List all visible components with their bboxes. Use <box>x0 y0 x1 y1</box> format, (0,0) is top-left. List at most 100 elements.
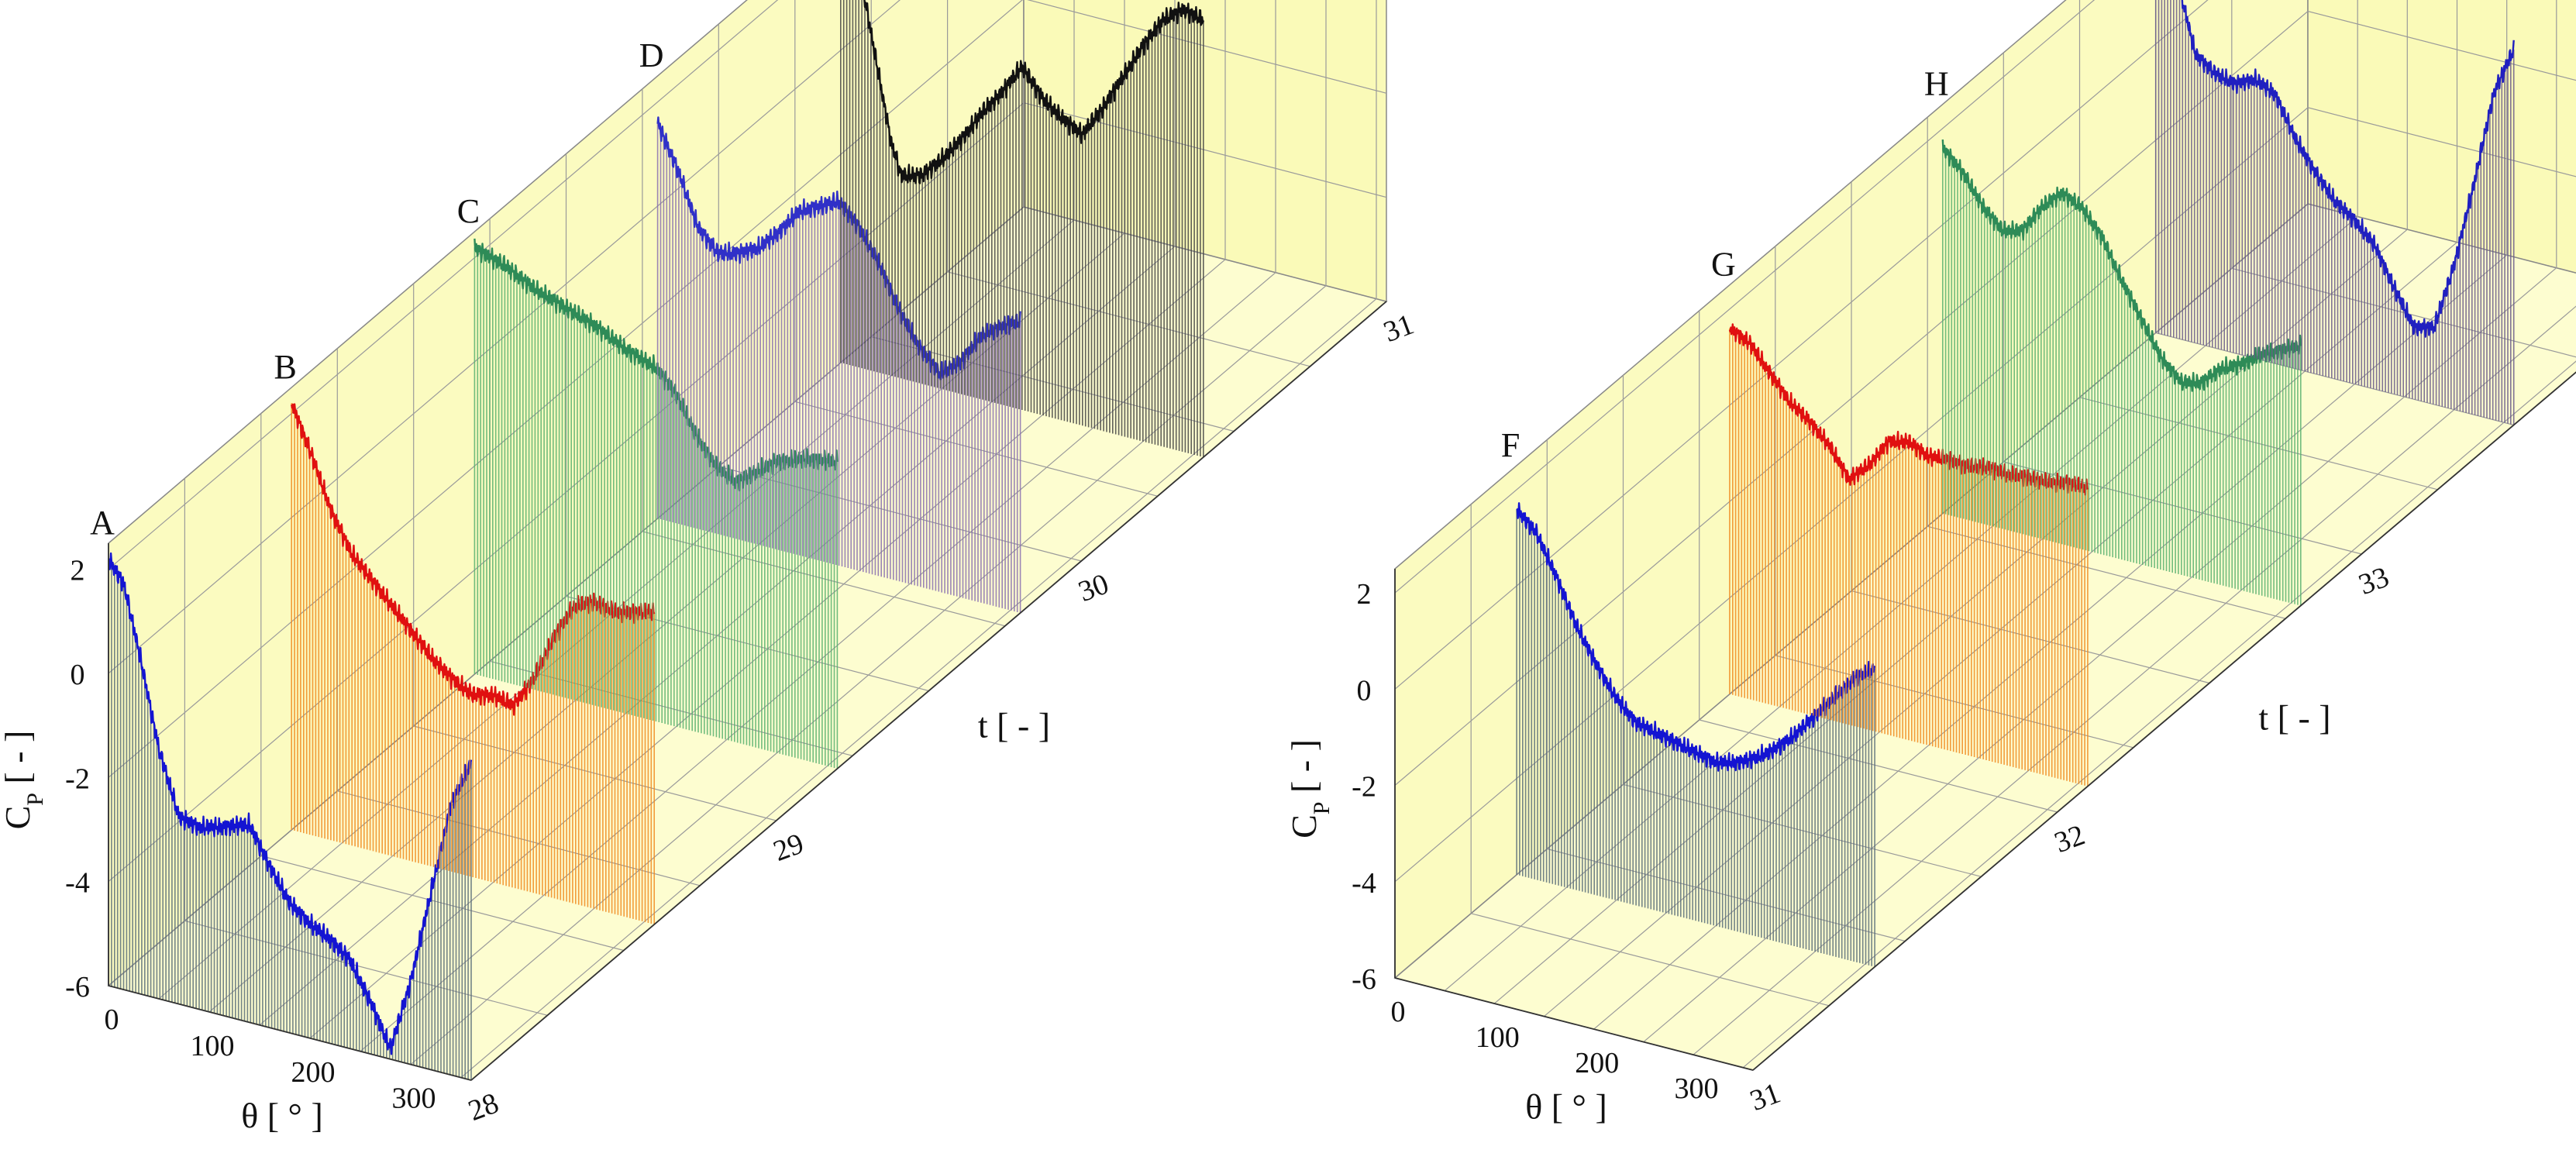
series-H-drops <box>1942 147 2302 606</box>
theta-tick-label: 300 <box>1675 1072 1719 1105</box>
series-B-label: B <box>274 348 297 386</box>
theta-axis-title: θ [ ° ] <box>1525 1087 1607 1127</box>
gridline-cp <box>108 0 1387 778</box>
series-F-curve <box>1516 502 1876 772</box>
end-wall <box>2307 0 2576 274</box>
series-G-drops <box>1729 328 2089 787</box>
theta-tick-label: 200 <box>1575 1047 1619 1079</box>
gridline-theta <box>460 0 1377 1079</box>
gridline-t <box>946 0 1310 367</box>
gridline-t <box>794 0 1158 497</box>
series-B: B <box>274 348 656 924</box>
gridline-t <box>2231 0 2576 358</box>
t-axis-title: t [ - ] <box>978 706 1050 745</box>
cp-tick-label: 2 <box>1357 578 1372 611</box>
gridline-t <box>184 478 548 1016</box>
cp-tick-label: 2 <box>71 555 85 587</box>
cp-axis-title: CP [ - ] <box>1284 739 1334 838</box>
series-G: G <box>1711 246 2089 787</box>
theta-axis-line <box>108 985 472 1081</box>
series-D-drops <box>656 122 1021 613</box>
theta-tick-label: 0 <box>1391 996 1406 1028</box>
series-D: D <box>639 36 1021 613</box>
t-tick-label: 31 <box>1379 308 1418 349</box>
series-H-label: H <box>1924 65 1949 103</box>
cp-tick-label: -4 <box>65 867 90 900</box>
series-A-label: A <box>90 504 115 542</box>
cp-tick-label: -4 <box>1352 867 1376 900</box>
cp-tick-label: 0 <box>71 659 85 691</box>
series-I-drops <box>2154 0 2515 425</box>
series-C-label: C <box>457 192 480 230</box>
t-tick-label: 29 <box>769 827 808 868</box>
gridline-theta <box>1593 0 2508 1030</box>
series-E-curve <box>863 0 1204 184</box>
series-E-drops <box>840 0 1204 457</box>
series-C-curve <box>474 238 839 492</box>
gridline-cp <box>108 0 901 674</box>
gridline-cp <box>108 0 779 570</box>
theta-axis-title: θ [ ° ] <box>241 1096 323 1135</box>
series-H-curve <box>1941 139 2302 392</box>
gridline-theta <box>1742 360 2576 1069</box>
gridline-t <box>642 88 1006 627</box>
theta-tick-label: 200 <box>291 1056 336 1089</box>
t-axis-line <box>1752 371 2576 1071</box>
series-E: E <box>840 0 1204 457</box>
gridline-t <box>413 284 777 821</box>
gridline-theta <box>259 0 1176 1026</box>
series-G-label: G <box>1711 246 1736 284</box>
gridline-theta <box>1493 0 2408 1004</box>
series-C: C <box>457 192 839 769</box>
gridline-cp <box>1394 107 2576 883</box>
gridline-theta <box>1444 0 2358 991</box>
gridline-t <box>1699 311 2058 813</box>
theta-axis-line <box>1394 977 1754 1071</box>
gridline-theta <box>1693 305 2576 1055</box>
end-wall <box>1023 0 1387 302</box>
gridline-t <box>2003 53 2362 555</box>
right-waterfall-panel: FGHI20-2-4-6010020030031323334θ [ ° ]t [… <box>1284 0 2576 1127</box>
t-tick-label: 28 <box>464 1086 503 1127</box>
series-F-drops <box>1516 508 1875 967</box>
gridline-cp <box>1394 0 2096 594</box>
theta-tick-label: 100 <box>1476 1021 1520 1054</box>
t-tick-label: 33 <box>2354 560 2393 601</box>
series-H: H <box>1924 65 2302 606</box>
gridline-theta <box>1643 0 2557 1043</box>
gridline-cp <box>108 102 1387 883</box>
t-tick-label: 32 <box>2050 818 2089 859</box>
gridline-t <box>1927 117 2286 619</box>
gridline-theta <box>360 0 1276 1052</box>
gridline-cp <box>1394 0 2209 690</box>
t-tick-label: 31 <box>1746 1076 1785 1117</box>
series-D-curve <box>656 116 1021 380</box>
gridline-t <box>1470 504 1830 1007</box>
series-I: I <box>2154 0 2515 425</box>
cp-axis-title: CP [ - ] <box>0 731 48 830</box>
series-F-label: F <box>1501 426 1520 464</box>
series-B-curve <box>291 403 656 716</box>
series-I-curve <box>2181 0 2515 338</box>
t-axis-title: t [ - ] <box>2258 698 2330 738</box>
cp-tick-label: -6 <box>65 971 90 1003</box>
gridline-cp <box>1394 10 2576 786</box>
series-B-drops <box>291 403 655 924</box>
theta-tick-label: 300 <box>392 1083 436 1115</box>
series-A-curve <box>108 552 473 1055</box>
series-G-curve <box>1728 323 2089 496</box>
cp-tick-label: -6 <box>1352 963 1376 996</box>
gridline-t <box>260 413 624 952</box>
theta-tick-label: 100 <box>191 1030 235 1062</box>
t-axis-line <box>470 301 1387 1081</box>
cp-tick-label: -2 <box>65 763 90 795</box>
series-C-drops <box>474 247 839 769</box>
cp-tick-label: -2 <box>1352 771 1376 804</box>
cp-tick-label: 0 <box>1357 674 1372 707</box>
series-A: A <box>90 504 473 1080</box>
series-F: F <box>1501 426 1876 967</box>
series-D-label: D <box>639 36 664 74</box>
theta-tick-label: 0 <box>105 1003 119 1036</box>
